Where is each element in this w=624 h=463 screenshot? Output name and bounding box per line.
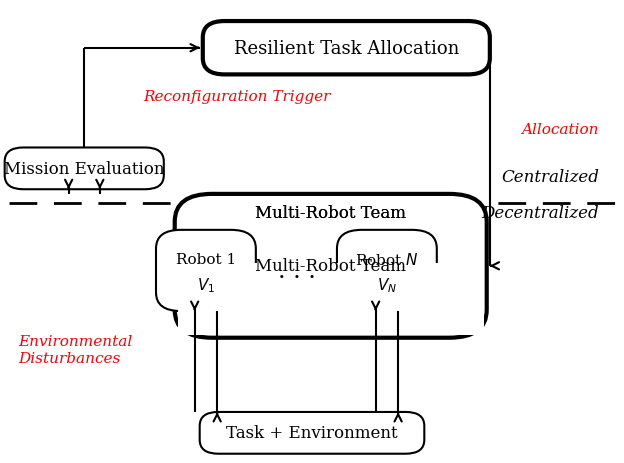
Text: Multi-Robot Team: Multi-Robot Team [255,205,406,222]
Text: . . .: . . . [278,259,316,282]
FancyBboxPatch shape [156,231,256,311]
FancyBboxPatch shape [337,231,437,311]
FancyBboxPatch shape [178,264,484,336]
Text: Mission Evaluation: Mission Evaluation [4,161,165,177]
FancyBboxPatch shape [200,412,424,454]
FancyBboxPatch shape [5,148,163,190]
FancyBboxPatch shape [175,194,487,338]
FancyBboxPatch shape [203,22,490,75]
Text: Robot $N$: Robot $N$ [355,251,419,268]
Text: Task + Environment: Task + Environment [226,425,398,441]
Text: Centralized: Centralized [501,168,599,185]
Text: Multi-Robot Team: Multi-Robot Team [255,258,406,275]
Text: Multi-Robot Team: Multi-Robot Team [255,205,406,222]
Text: Reconfiguration Trigger: Reconfiguration Trigger [144,90,331,104]
Text: Robot 1: Robot 1 [176,252,236,267]
Text: Allocation: Allocation [522,123,599,137]
Text: Environmental
Disturbances: Environmental Disturbances [19,334,133,365]
Text: $V_1$: $V_1$ [197,276,215,295]
Text: Decentralized: Decentralized [481,205,599,222]
Text: Resilient Task Allocation: Resilient Task Allocation [233,40,459,57]
Text: $V_N$: $V_N$ [377,276,397,295]
